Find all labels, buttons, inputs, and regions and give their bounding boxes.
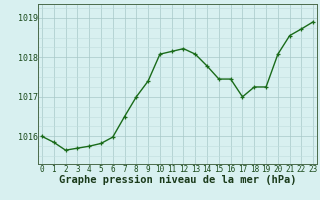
X-axis label: Graphe pression niveau de la mer (hPa): Graphe pression niveau de la mer (hPa) (59, 175, 296, 185)
